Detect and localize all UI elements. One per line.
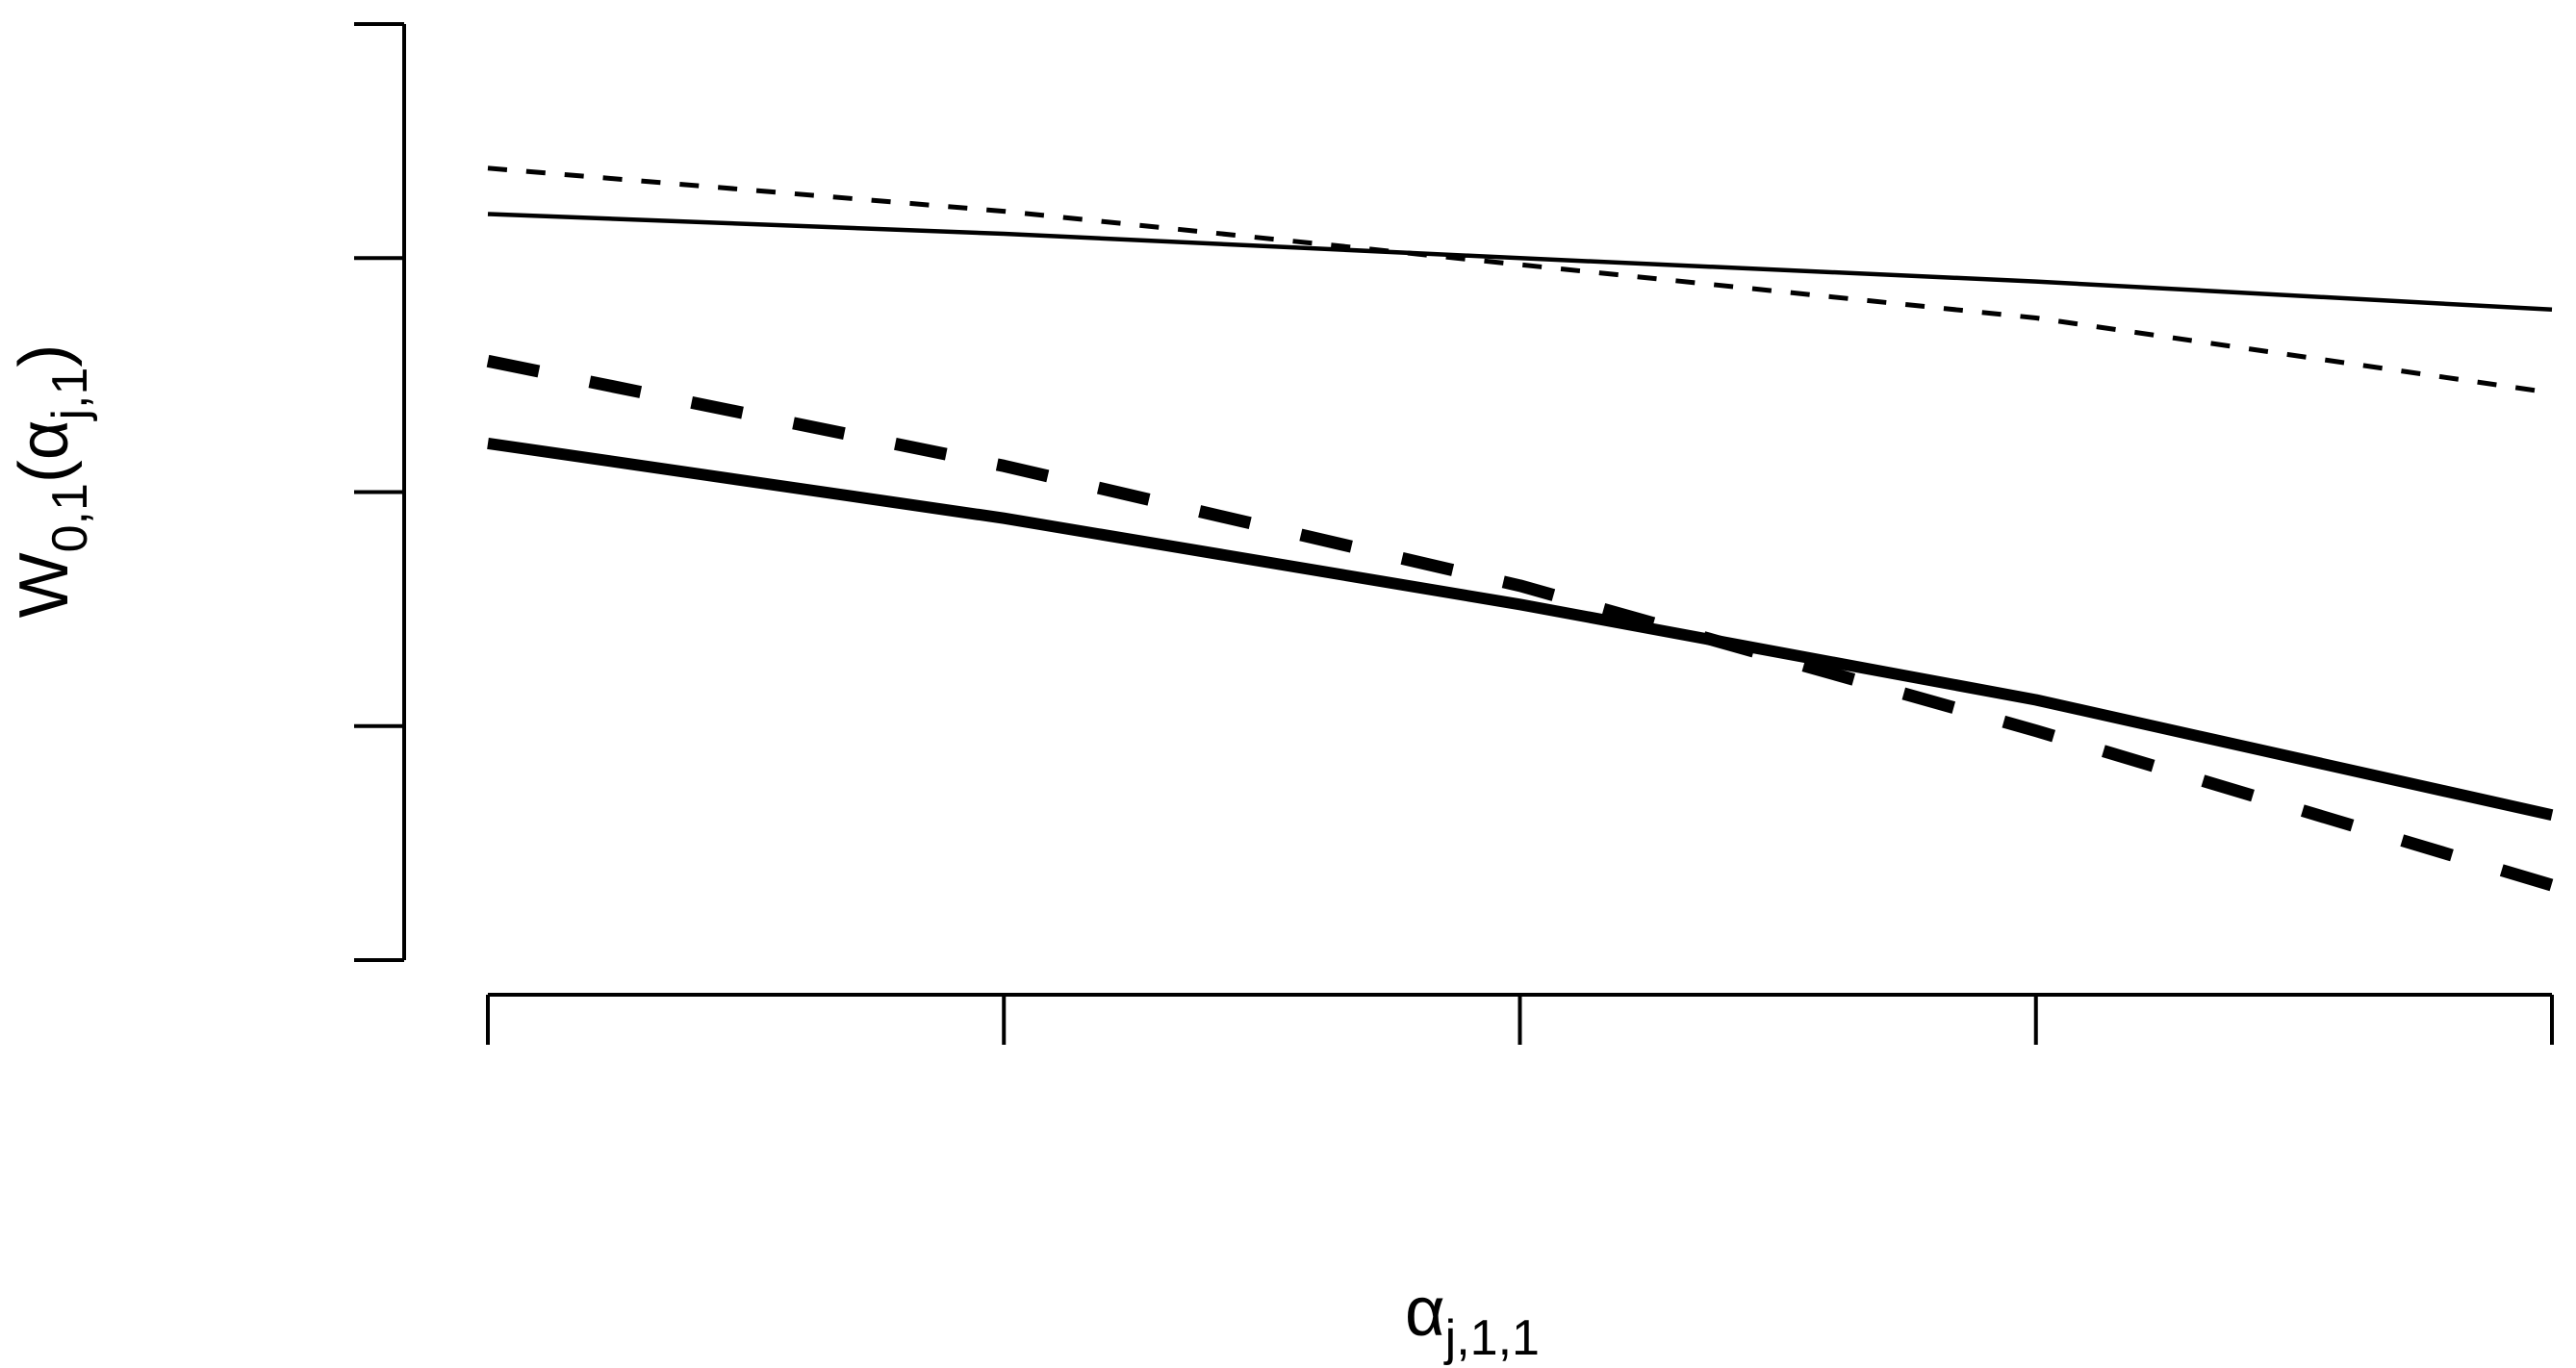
y-axis-title-arg-subscript: j,1 (42, 367, 98, 422)
series-line-thin-solid (487, 212, 2553, 313)
y-axis-title-close-paren: ) (6, 344, 83, 367)
x-axis-title: αj,1,1 (1405, 1274, 1540, 1366)
y-axis-title-base: W (6, 552, 83, 618)
y-axis-title: W0,1(αj,1) (6, 344, 98, 619)
y-axis-title-subscript: 0,1 (42, 483, 98, 552)
x-axis-title-subscript: j,1,1 (1443, 1310, 1540, 1366)
series-line-thin-dashed (487, 165, 2553, 395)
series-line-thick-dashed (486, 354, 2554, 892)
x-axis-title-base: α (1405, 1274, 1445, 1351)
series-layer (486, 165, 2554, 892)
series-line-thick-solid (487, 437, 2554, 822)
x-axis (486, 993, 2554, 1045)
y-axis (354, 22, 406, 962)
y-axis-title-open-paren: ( (6, 460, 83, 483)
y-axis-title-arg-base: α (6, 420, 83, 461)
